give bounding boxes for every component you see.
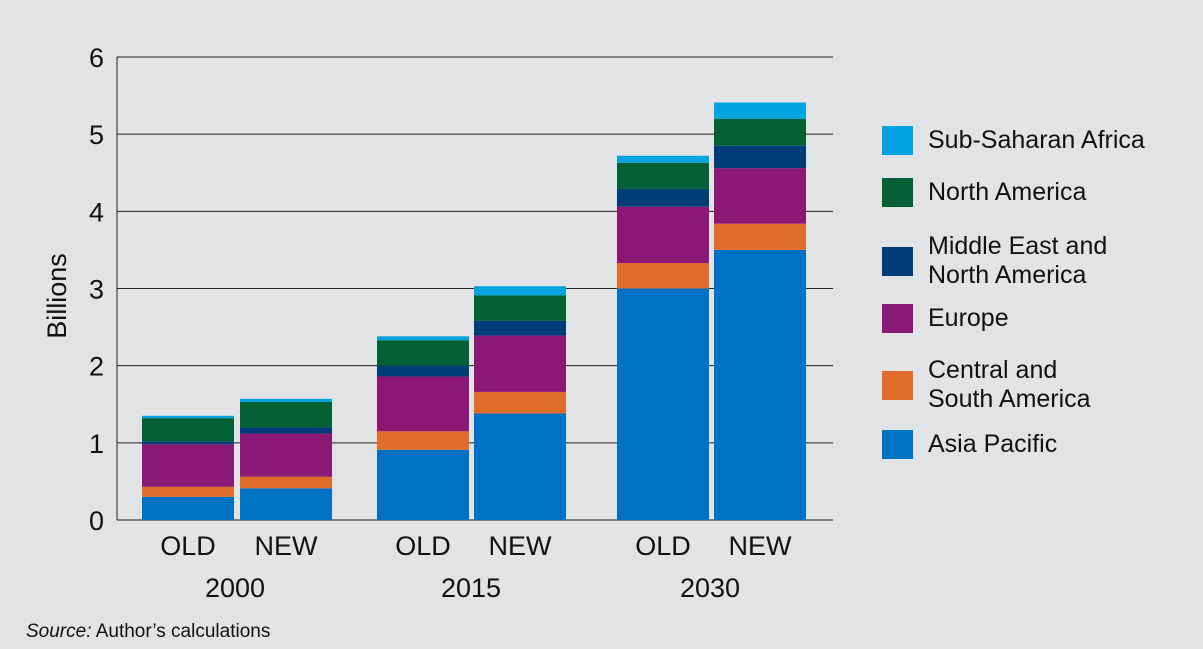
x-group-label-2015: 2015 bbox=[441, 573, 501, 603]
bar-europe-2015-old bbox=[377, 376, 469, 432]
bar-central-and-south-america-2000-new bbox=[240, 476, 332, 489]
legend-item: Central and South America bbox=[882, 356, 1091, 414]
bar-asia-pacific-2000-old bbox=[142, 496, 234, 520]
bar-sub-saharan-africa-2030-old bbox=[617, 155, 709, 163]
y-tick-label-6: 6 bbox=[89, 43, 104, 73]
bar-middle-east-and-north-america-2015-old bbox=[377, 365, 469, 377]
bar-north-america-2015-old bbox=[377, 340, 469, 366]
y-tick-label-5: 5 bbox=[89, 120, 104, 150]
bar-sub-saharan-africa-2030-new bbox=[714, 102, 806, 119]
y-tick-label-0: 0 bbox=[89, 506, 104, 536]
legend-swatch bbox=[882, 246, 913, 276]
source-note: Source: Author’s calculations bbox=[26, 621, 270, 643]
bar-asia-pacific-2030-new bbox=[714, 249, 806, 520]
bar-central-and-south-america-2015-old bbox=[377, 431, 469, 450]
legend-swatch bbox=[882, 304, 913, 333]
bar-middle-east-and-north-america-2030-old bbox=[617, 188, 709, 207]
bar-north-america-2000-old bbox=[142, 418, 234, 442]
legend-item: Middle East and North America bbox=[882, 232, 1107, 290]
legend-item: Sub-Saharan Africa bbox=[882, 126, 1145, 155]
bar-europe-2000-new bbox=[240, 433, 332, 477]
x-bar-label: OLD bbox=[160, 531, 216, 561]
x-bar-label: NEW bbox=[489, 531, 553, 561]
legend-swatch bbox=[882, 126, 913, 155]
bar-north-america-2030-old bbox=[617, 162, 709, 189]
y-tick-label-1: 1 bbox=[89, 429, 104, 459]
bar-central-and-south-america-2015-new bbox=[474, 391, 566, 414]
legend-item: Europe bbox=[882, 304, 1009, 333]
bar-north-america-2030-new bbox=[714, 118, 806, 146]
x-group-label-2000: 2000 bbox=[205, 573, 265, 603]
legend-item: Asia Pacific bbox=[882, 430, 1057, 459]
bar-middle-east-and-north-america-2015-new bbox=[474, 320, 566, 336]
legend-item: North America bbox=[882, 178, 1086, 207]
y-axis-title: Billions bbox=[42, 253, 72, 339]
y-tick-label-4: 4 bbox=[89, 197, 104, 227]
legend-label: Middle East and North America bbox=[928, 232, 1108, 289]
x-bar-label: OLD bbox=[395, 531, 451, 561]
bar-asia-pacific-2015-old bbox=[377, 449, 469, 520]
legend-label: Europe bbox=[928, 304, 1009, 332]
bar-asia-pacific-2015-new bbox=[474, 413, 566, 520]
legend-label: Central and South America bbox=[928, 356, 1091, 413]
bar-europe-2000-old bbox=[142, 444, 234, 487]
bar-sub-saharan-africa-2000-new bbox=[240, 398, 332, 402]
bar-middle-east-and-north-america-2000-old bbox=[142, 441, 234, 445]
bar-central-and-south-america-2030-new bbox=[714, 223, 806, 250]
bar-central-and-south-america-2000-old bbox=[142, 486, 234, 497]
bar-europe-2030-old bbox=[617, 206, 709, 264]
source-label: Source: bbox=[26, 621, 92, 642]
legend-label: North America bbox=[928, 178, 1087, 206]
legend-swatch bbox=[882, 178, 913, 207]
y-tick-label-3: 3 bbox=[89, 275, 104, 305]
legend-label: Sub-Saharan Africa bbox=[928, 126, 1145, 154]
bar-middle-east-and-north-america-2000-new bbox=[240, 427, 332, 434]
bar-north-america-2015-new bbox=[474, 295, 566, 321]
bar-asia-pacific-2000-new bbox=[240, 488, 332, 520]
legend-label: Asia Pacific bbox=[928, 430, 1058, 458]
bar-sub-saharan-africa-2000-old bbox=[142, 415, 234, 419]
bar-asia-pacific-2030-old bbox=[617, 288, 709, 520]
legend-swatch bbox=[882, 430, 913, 459]
legend-swatch bbox=[882, 370, 913, 400]
bar-central-and-south-america-2030-old bbox=[617, 263, 709, 289]
bar-sub-saharan-africa-2015-old bbox=[377, 336, 469, 341]
x-bar-label: OLD bbox=[635, 531, 691, 561]
y-tick-label-2: 2 bbox=[89, 352, 104, 382]
bar-sub-saharan-africa-2015-new bbox=[474, 286, 566, 296]
source-text: Author’s calculations bbox=[91, 621, 271, 642]
x-bar-label: NEW bbox=[729, 531, 793, 561]
bar-middle-east-and-north-america-2030-new bbox=[714, 145, 806, 169]
bar-europe-2015-new bbox=[474, 335, 566, 392]
x-bar-label: NEW bbox=[255, 531, 319, 561]
stacked-bar-chart: 0 1 2 3 4 5 6 Billions OLD NEW OLD NEW OLD NEW 2000 201… bbox=[42, 43, 833, 603]
bar-europe-2030-new bbox=[714, 168, 806, 224]
x-group-label-2030: 2030 bbox=[680, 573, 740, 603]
bar-north-america-2000-new bbox=[240, 401, 332, 428]
